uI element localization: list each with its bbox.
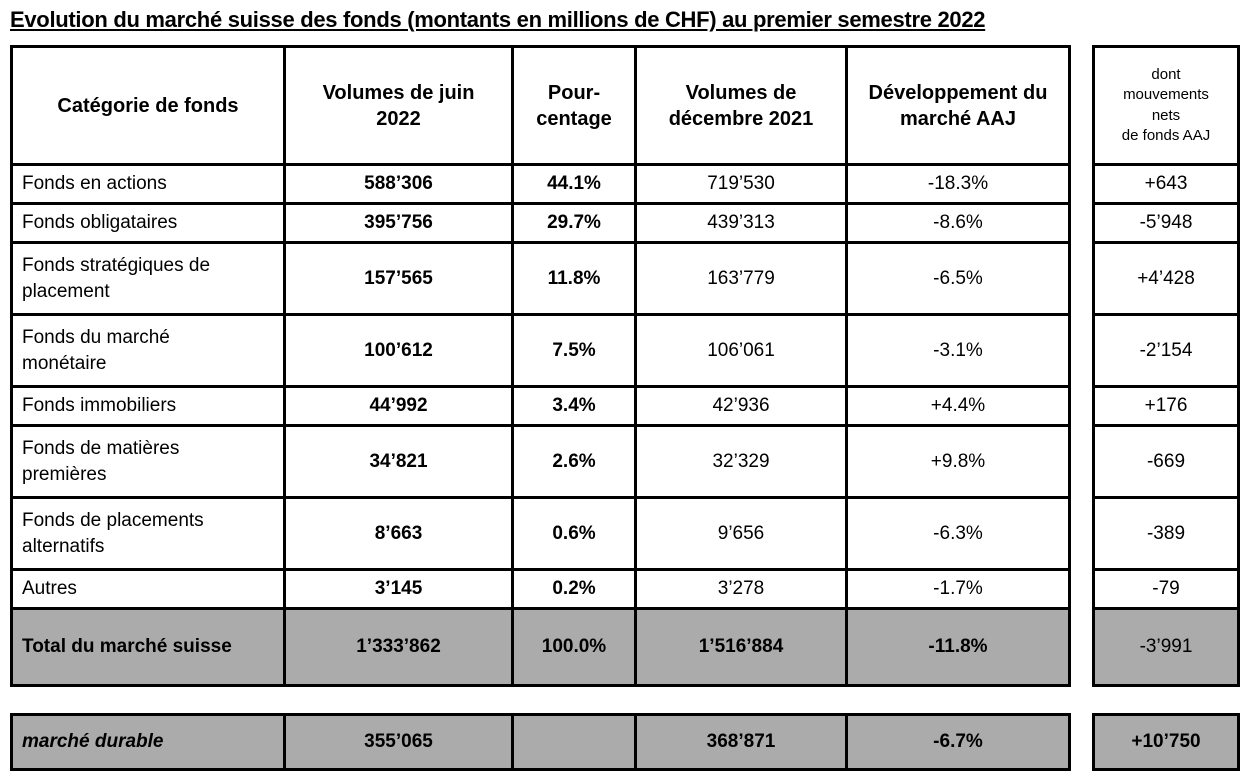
row-pct: 3.4% bbox=[514, 388, 634, 424]
row-dev: +4.4% bbox=[848, 388, 1068, 424]
row-category: Fonds immobiliers bbox=[13, 388, 283, 424]
row-vol-juin: 157’565 bbox=[286, 244, 511, 313]
row-vol-juin: 3’145 bbox=[286, 571, 511, 607]
row-net: -389 bbox=[1095, 499, 1237, 568]
row-net: +643 bbox=[1095, 166, 1237, 202]
durable-market-area: marché durable 355’065 368’871 -6.7% +10… bbox=[10, 713, 1246, 771]
row-vol-juin: 395’756 bbox=[286, 205, 511, 241]
durable-vol-juin: 355’065 bbox=[286, 716, 511, 768]
row-category: Autres bbox=[13, 571, 283, 607]
row-vol-juin: 34’821 bbox=[286, 427, 511, 496]
row-net: -5’948 bbox=[1095, 205, 1237, 241]
total-net: -3’991 bbox=[1095, 610, 1237, 684]
row-dev: -8.6% bbox=[848, 205, 1068, 241]
funds-table: Catégorie de fonds Volumes de juin 2022 … bbox=[10, 45, 1071, 687]
row-category: Fonds obligataires bbox=[13, 205, 283, 241]
total-vol-juin: 1’333’862 bbox=[286, 610, 511, 684]
header-mouvements-nets-aaj: dont mouvements nets de fonds AAJ bbox=[1095, 48, 1237, 163]
row-vol-dec: 32’329 bbox=[637, 427, 845, 496]
row-category: Fonds stratégiques de placement bbox=[13, 244, 283, 313]
total-dev: -11.8% bbox=[848, 610, 1068, 684]
row-dev: -1.7% bbox=[848, 571, 1068, 607]
header-volumes-decembre-2021: Volumes de décembre 2021 bbox=[637, 48, 845, 163]
row-dev: -6.3% bbox=[848, 499, 1068, 568]
row-vol-dec: 163’779 bbox=[637, 244, 845, 313]
row-dev: -6.5% bbox=[848, 244, 1068, 313]
header-categorie: Catégorie de fonds bbox=[13, 48, 283, 163]
row-net: +176 bbox=[1095, 388, 1237, 424]
row-vol-dec: 42’936 bbox=[637, 388, 845, 424]
total-category: Total du marché suisse bbox=[13, 610, 283, 684]
row-vol-dec: 9’656 bbox=[637, 499, 845, 568]
row-net: -79 bbox=[1095, 571, 1237, 607]
durable-vol-dec: 368’871 bbox=[637, 716, 845, 768]
total-pct: 100.0% bbox=[514, 610, 634, 684]
row-category: Fonds en actions bbox=[13, 166, 283, 202]
durable-market-table: marché durable 355’065 368’871 -6.7% bbox=[10, 713, 1071, 771]
row-dev: -3.1% bbox=[848, 316, 1068, 385]
durable-dev: -6.7% bbox=[848, 716, 1068, 768]
durable-net: +10’750 bbox=[1095, 716, 1237, 768]
row-pct: 11.8% bbox=[514, 244, 634, 313]
row-net: +4’428 bbox=[1095, 244, 1237, 313]
row-category: Fonds de matières premières bbox=[13, 427, 283, 496]
header-volumes-juin-2022: Volumes de juin 2022 bbox=[286, 48, 511, 163]
row-pct: 0.2% bbox=[514, 571, 634, 607]
header-pourcentage: Pour- centage bbox=[514, 48, 634, 163]
row-vol-dec: 439’313 bbox=[637, 205, 845, 241]
row-category: Fonds de placements alternatifs bbox=[13, 499, 283, 568]
row-vol-juin: 100’612 bbox=[286, 316, 511, 385]
row-vol-juin: 588’306 bbox=[286, 166, 511, 202]
durable-category: marché durable bbox=[13, 716, 283, 768]
row-category: Fonds du marché monétaire bbox=[13, 316, 283, 385]
net-movements-table: dont mouvements nets de fonds AAJ +643 -… bbox=[1092, 45, 1240, 687]
row-pct: 0.6% bbox=[514, 499, 634, 568]
row-net: -669 bbox=[1095, 427, 1237, 496]
row-vol-dec: 719’530 bbox=[637, 166, 845, 202]
row-vol-juin: 44’992 bbox=[286, 388, 511, 424]
durable-net-table: +10’750 bbox=[1092, 713, 1240, 771]
row-pct: 7.5% bbox=[514, 316, 634, 385]
total-vol-dec: 1’516’884 bbox=[637, 610, 845, 684]
row-dev: +9.8% bbox=[848, 427, 1068, 496]
page-title: Evolution du marché suisse des fonds (mo… bbox=[10, 7, 986, 32]
main-table-area: Catégorie de fonds Volumes de juin 2022 … bbox=[10, 45, 1246, 687]
row-pct: 44.1% bbox=[514, 166, 634, 202]
row-vol-dec: 106’061 bbox=[637, 316, 845, 385]
row-net: -2’154 bbox=[1095, 316, 1237, 385]
row-vol-juin: 8’663 bbox=[286, 499, 511, 568]
row-pct: 29.7% bbox=[514, 205, 634, 241]
row-dev: -18.3% bbox=[848, 166, 1068, 202]
header-developpement-aaj: Développement du marché AAJ bbox=[848, 48, 1068, 163]
row-pct: 2.6% bbox=[514, 427, 634, 496]
row-vol-dec: 3’278 bbox=[637, 571, 845, 607]
durable-pct bbox=[514, 716, 634, 768]
